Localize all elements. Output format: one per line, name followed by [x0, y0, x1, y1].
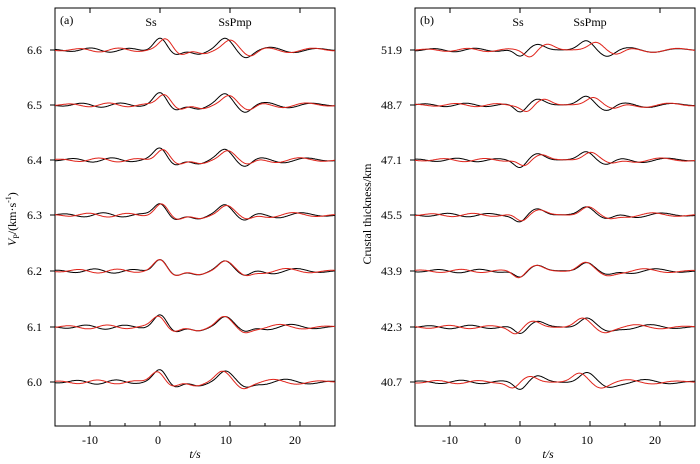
panel-a-trace-label: 6.5: [27, 98, 42, 112]
panel-a-trace-label: 6.1: [27, 320, 42, 334]
panel-b-trace-label: 48.7: [381, 98, 402, 112]
panel-b: (b) Ss SsPmp 51.9 48.7 47.1 45.5 43.9 42…: [360, 7, 696, 461]
panel-b-trace-label: 42.3: [381, 320, 402, 334]
synthetic-trace: [415, 97, 695, 113]
panel-a-xtick-label: 0: [155, 433, 161, 447]
panel-b-xlabel: t/s: [542, 447, 554, 461]
panel-b-trace-label: 40.7: [381, 375, 402, 389]
synthetic-trace: [55, 38, 335, 57]
synthetic-trace: [55, 259, 335, 277]
synthetic-trace: [415, 41, 695, 58]
panel-a-xtick-label: 10: [220, 433, 232, 447]
panel-a-trace-label: 6.2: [27, 264, 42, 278]
panel-b-ylabel: Crustal thickness/km: [360, 163, 374, 265]
panel-a: (a) Ss SsPmp 6.6 6.5 6.4 6.3 6.2 6.1 6.0…: [4, 7, 336, 461]
panel-b-trace-label: 51.9: [381, 43, 402, 57]
panel-a-phase-ss: Ss: [145, 15, 157, 29]
panel-a-label: (a): [60, 13, 73, 27]
observed-trace: [414, 95, 695, 113]
panel-b-trace-label: 47.1: [381, 153, 402, 167]
panel-a-ticks: [50, 8, 336, 426]
panel-b-xtick-label: 10: [581, 433, 593, 447]
synthetic-trace: [54, 315, 335, 334]
panel-b-xtick-label: 0: [515, 433, 521, 447]
panel-a-xtick-label: -10: [82, 433, 98, 447]
synthetic-trace: [414, 261, 695, 279]
observed-trace: [414, 372, 695, 390]
synthetic-trace: [55, 149, 336, 165]
panel-b-xtick-label: 20: [649, 433, 661, 447]
panel-b-trace-label: 43.9: [381, 264, 402, 278]
synthetic-trace: [415, 317, 696, 335]
panel-b-trace-label: 45.5: [381, 208, 402, 222]
panel-b-ticks: [410, 8, 696, 426]
synthetic-trace: [55, 203, 335, 220]
panel-a-xlabel: t/s: [189, 447, 201, 461]
observed-trace: [54, 314, 335, 333]
panel-a-phase-sspmp: SsPmp: [218, 15, 251, 29]
observed-trace: [414, 317, 695, 334]
panel-a-trace-label: 6.3: [27, 208, 42, 222]
panel-a-xtick-label: 20: [289, 433, 301, 447]
panel-b-phase-ss: Ss: [512, 15, 524, 29]
panel-b-frame: [414, 7, 696, 427]
synthetic-trace: [414, 151, 696, 167]
observed-trace: [54, 203, 336, 221]
panel-a-trace-label: 6.0: [27, 375, 42, 389]
synthetic-trace: [54, 94, 335, 111]
panel-b-traces: [414, 40, 696, 390]
synthetic-trace: [415, 206, 695, 222]
panel-a-trace-label: 6.6: [27, 43, 42, 57]
observed-trace: [55, 369, 335, 388]
observed-trace: [54, 37, 336, 59]
observed-trace: [55, 147, 336, 167]
panel-a-ylabel: VP/(km·s-1): [4, 192, 21, 246]
observed-trace: [415, 40, 696, 57]
panel-a-traces: [54, 37, 336, 390]
synthetic-trace: [415, 372, 695, 389]
synthetic-trace: [55, 370, 336, 390]
panel-a-trace-label: 6.4: [27, 153, 42, 167]
panel-b-xtick-label: -10: [442, 433, 458, 447]
panel-b-label: (b): [420, 13, 434, 27]
panel-a-frame: [54, 7, 336, 427]
observed-trace: [54, 92, 335, 113]
observed-trace: [415, 151, 695, 168]
panel-b-phase-sspmp: SsPmp: [573, 15, 606, 29]
